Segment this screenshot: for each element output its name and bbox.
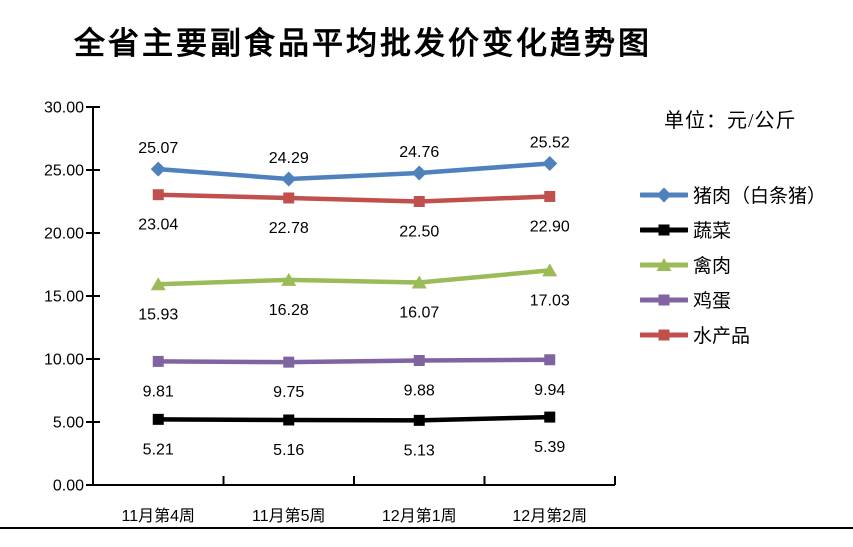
legend-marker-diamond-icon	[640, 187, 688, 202]
legend-marker-shape	[658, 329, 670, 340]
legend-item: 鸡蛋	[640, 282, 853, 317]
data-point-label: 24.29	[269, 150, 309, 167]
data-point-marker	[281, 272, 297, 286]
data-point-label: 17.03	[530, 292, 570, 309]
series-group: 9.81 9.75 9.88 9.94	[143, 354, 565, 401]
series-group: 23.04 22.78 22.50 22.90	[138, 189, 570, 241]
legend-marker-triangle-icon	[640, 257, 688, 271]
legend-item: 水产品	[640, 317, 853, 352]
series-line	[156, 192, 552, 204]
unit-label: 单位：元/公斤	[664, 110, 797, 132]
data-point-marker	[544, 354, 556, 366]
data-point-label: 22.50	[399, 224, 439, 241]
y-axis-tick-label: 5.00	[53, 415, 84, 432]
data-point-label: 5.39	[534, 439, 565, 456]
data-point-label: 25.07	[138, 140, 178, 157]
data-point-label: 5.13	[404, 442, 435, 459]
y-axis-tick-label: 0.00	[53, 478, 84, 495]
data-point-marker	[150, 277, 166, 291]
y-axis-tick-label: 20.00	[44, 226, 84, 243]
legend-item: 猪肉（白条猪）	[640, 177, 853, 212]
legend-marker-square-icon	[640, 224, 688, 235]
data-point-marker	[152, 189, 164, 201]
data-point-label: 5.16	[273, 442, 304, 459]
data-point-marker	[413, 414, 425, 426]
data-point-marker	[542, 155, 558, 171]
data-point-label: 5.21	[143, 441, 174, 458]
data-point-label: 9.94	[534, 382, 565, 399]
x-axis-category-label: 11月第5周	[252, 507, 326, 525]
data-point-label: 25.52	[530, 134, 570, 151]
series-group: 5.21 5.16 5.13 5.39	[143, 411, 565, 459]
series-line	[156, 268, 552, 287]
data-point-marker	[150, 161, 166, 177]
data-point-label: 9.81	[143, 383, 174, 400]
data-point-marker	[411, 275, 427, 289]
series-group: 15.93 16.28 16.07 17.03	[138, 263, 570, 323]
data-point-label: 24.76	[399, 144, 439, 161]
data-point-label: 9.88	[404, 383, 435, 400]
data-point-label: 22.90	[530, 218, 570, 235]
data-point-marker	[413, 196, 425, 207]
legend-marker-shape	[658, 224, 670, 235]
series-line	[156, 357, 552, 365]
data-point-label: 23.04	[138, 217, 178, 234]
legend: 猪肉（白条猪） 蔬菜禽肉鸡蛋水产品	[640, 177, 853, 352]
data-point-marker	[152, 355, 164, 367]
data-point-marker	[544, 411, 556, 423]
data-point-label: 15.93	[138, 306, 178, 323]
legend-marker-square-icon	[640, 294, 688, 305]
bottom-border-line	[0, 527, 853, 529]
data-point-marker	[411, 165, 427, 181]
y-axis-tick-label: 10.00	[44, 352, 84, 369]
chart-title: 全省主要副食品平均批发价变化趋势图	[74, 26, 652, 61]
series-line	[156, 161, 552, 182]
data-point-marker	[544, 190, 556, 202]
series-line	[156, 414, 552, 423]
legend-marker-shape	[656, 187, 672, 202]
x-axis-category-label: 12月第1周	[382, 507, 457, 525]
data-point-marker	[413, 355, 425, 367]
series-group: 25.07 24.29 24.76 25.52	[138, 134, 570, 187]
data-point-marker	[542, 263, 558, 277]
legend-label: 鸡蛋	[693, 291, 732, 312]
data-point-label: 22.78	[269, 220, 309, 237]
data-point-label: 16.28	[269, 302, 309, 319]
legend-label: 水产品	[693, 326, 751, 347]
x-axis-category-label: 11月第4周	[121, 507, 195, 525]
data-point-label: 9.75	[273, 384, 304, 401]
y-axis-tick-label: 30.00	[44, 100, 84, 117]
legend-item: 蔬菜	[640, 212, 853, 247]
legend-label: 禽肉	[693, 256, 732, 277]
legend-item: 禽肉	[640, 247, 853, 282]
data-point-marker	[281, 171, 297, 187]
legend-marker-square-icon	[640, 329, 688, 340]
x-axis-category-label: 12月第2周	[512, 507, 587, 525]
data-point-marker	[283, 414, 295, 426]
data-point-label: 16.07	[399, 305, 439, 322]
legend-marker-shape	[656, 257, 672, 271]
data-point-marker	[283, 192, 295, 204]
legend-marker-shape	[658, 294, 670, 305]
legend-label: 蔬菜	[693, 221, 732, 242]
y-axis-tick-label: 15.00	[44, 289, 84, 306]
legend-label: 猪肉（白条猪）	[693, 186, 827, 207]
data-point-marker	[152, 413, 164, 425]
data-point-marker	[283, 356, 295, 368]
y-axis-tick-label: 25.00	[44, 163, 84, 180]
